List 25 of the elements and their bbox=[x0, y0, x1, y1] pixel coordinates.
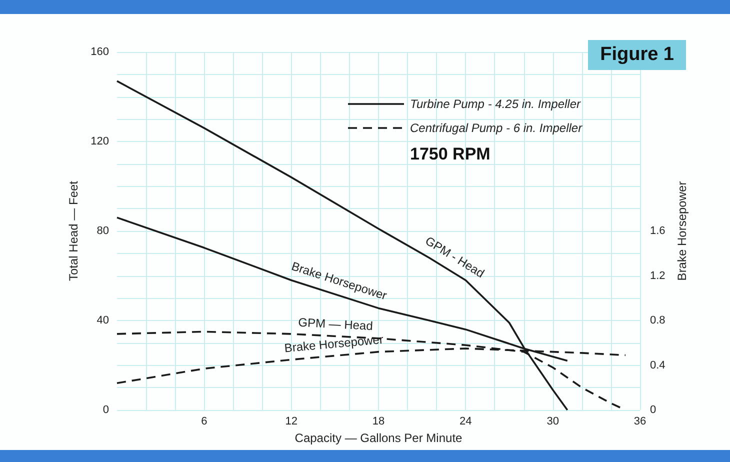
x-tick-label: 6 bbox=[201, 416, 208, 428]
text: Brake Horsepower bbox=[284, 332, 384, 356]
x-tick-label: 24 bbox=[460, 416, 472, 428]
chart-title: Figure 1 bbox=[588, 40, 686, 70]
y-tick-label: 80 bbox=[96, 225, 109, 237]
y2-tick-label: 0.4 bbox=[650, 359, 666, 372]
y2-tick-label: 1.6 bbox=[650, 225, 666, 237]
y-axis-title: Total Head — Feet bbox=[66, 180, 81, 282]
annotation: Centrifugal Pump - 6 in. Impeller bbox=[410, 121, 584, 135]
x-tick-label: 30 bbox=[546, 416, 559, 428]
y-tick-label: 40 bbox=[96, 314, 109, 326]
y-tick-label: 0 bbox=[102, 404, 109, 416]
y2-tick-label: 0 bbox=[650, 404, 656, 416]
annotation: 1750 RPM bbox=[410, 144, 490, 164]
x-tick-label: 12 bbox=[285, 416, 298, 428]
y-tick-label: 160 bbox=[90, 46, 109, 58]
x-tick-label: 18 bbox=[372, 416, 385, 428]
series-label: GPM — Head bbox=[298, 315, 374, 334]
x-axis-title: Capacity — Gallons Per Minute bbox=[294, 430, 463, 445]
y-tick-label: 120 bbox=[90, 136, 109, 148]
x-tick-label: 36 bbox=[634, 416, 646, 428]
annotation: Turbine Pump - 4.25 in. Impeller bbox=[410, 97, 582, 111]
y2-tick-label: 0.8 bbox=[650, 314, 666, 326]
y2-axis-title: Brake Horsepower bbox=[675, 181, 690, 281]
y2-tick-label: 1.2 bbox=[650, 270, 666, 282]
